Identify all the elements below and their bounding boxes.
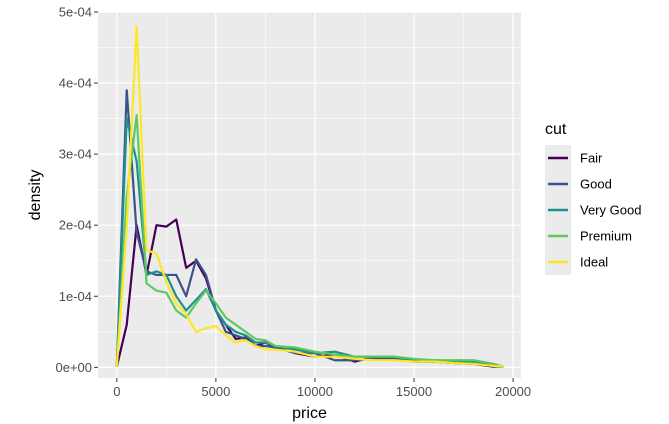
x-tick-label: 10000: [297, 384, 333, 399]
legend-label-premium: Premium: [580, 229, 632, 244]
y-tick-label: 0e+00: [55, 360, 92, 375]
series-line-premium: [115, 113, 504, 368]
plot-panel: [98, 12, 521, 378]
legend-title: cut: [545, 121, 567, 138]
x-tick-label: 0: [113, 384, 120, 399]
series-lines: [115, 25, 504, 368]
y-tick-label: 5e-04: [59, 5, 92, 20]
y-axis: 0e+00 1e-04 2e-04 3e-04 4e-04 5e-04: [55, 5, 98, 375]
x-tick-label: 20000: [495, 384, 531, 399]
y-tick-label: 1e-04: [59, 289, 92, 304]
series-line-ideal: [115, 25, 504, 368]
minor-gridlines: [98, 12, 521, 378]
y-tick-label: 2e-04: [59, 218, 92, 233]
x-tick-label: 15000: [396, 384, 432, 399]
legend-label-ideal: Ideal: [580, 255, 608, 270]
major-gridlines: [98, 11, 521, 378]
x-axis-title: price: [292, 405, 327, 422]
y-tick-label: 4e-04: [59, 76, 92, 91]
x-tick-label: 5000: [201, 384, 230, 399]
legend: cut Fair Good Very Good Premium Ideal: [545, 121, 641, 275]
legend-label-fair: Fair: [580, 151, 603, 166]
legend-label-good: Good: [580, 177, 612, 192]
y-axis-title: density: [27, 170, 44, 221]
legend-label-very-good: Very Good: [580, 203, 641, 218]
x-axis: 0 5000 10000 15000 20000: [113, 378, 531, 399]
y-tick-label: 3e-04: [59, 147, 92, 162]
